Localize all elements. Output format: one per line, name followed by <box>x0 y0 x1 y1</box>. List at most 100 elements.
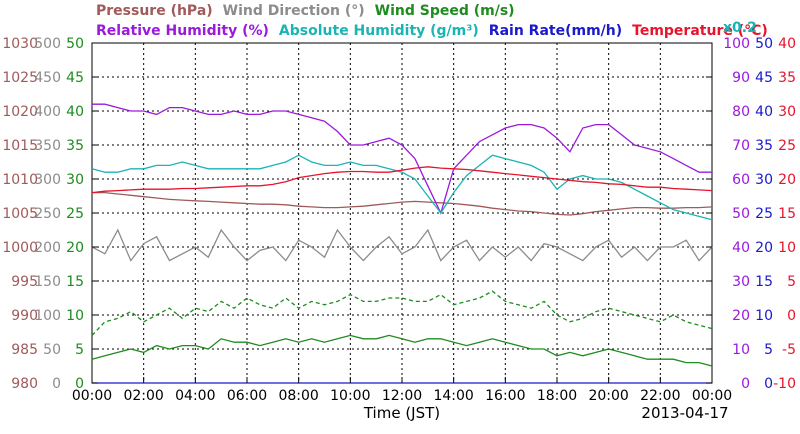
legend-item-row2-2: Rain Rate(mm/h) <box>489 23 622 39</box>
x-tick-label: 00:00 <box>72 388 112 404</box>
series-line-3 <box>91 334 713 367</box>
y-tick-wind_speed: 30 <box>66 172 84 188</box>
y-tick-temperature: 30 <box>778 104 796 120</box>
y-tick-wind_speed: 25 <box>66 206 84 222</box>
y-tick-rain_rate: 30 <box>755 172 773 188</box>
y-tick-relative_humidity: 60 <box>732 172 750 188</box>
y-tick-pressure: 1010 <box>2 172 38 188</box>
y-tick-temperature: 20 <box>778 172 796 188</box>
y-tick-temperature: 15 <box>778 206 796 222</box>
y-tick-wind_direction: 500 <box>34 36 61 52</box>
y-tick-rain_rate: 35 <box>755 138 773 154</box>
y-tick-relative_humidity: 70 <box>732 138 750 154</box>
y-tick-relative_humidity: 10 <box>732 342 750 358</box>
grid <box>92 43 712 383</box>
y-tick-wind_direction: 450 <box>34 70 61 86</box>
series-line-5 <box>91 154 713 221</box>
y-tick-wind_direction: 250 <box>34 206 61 222</box>
legend-row-1: Pressure (hPa) Wind Direction (°) Wind Spe… <box>96 3 515 19</box>
y-tick-relative_humidity: 100 <box>723 36 750 52</box>
x-tick-label: 02:00 <box>123 388 163 404</box>
legend-item-row1-1: Wind Direction (°) <box>223 3 365 19</box>
legend: Pressure (hPa) Wind Direction (°) Wind Spe… <box>96 3 768 39</box>
x-tick-label: 06:00 <box>227 388 267 404</box>
y-tick-wind_direction: 350 <box>34 138 61 154</box>
x-tick-label: 12:00 <box>382 388 422 404</box>
y-tick-wind_speed: 50 <box>66 36 84 52</box>
y-tick-wind_speed: 45 <box>66 70 84 86</box>
y-tick-relative_humidity: 0 <box>741 376 750 392</box>
x-tick-label: 10:00 <box>330 388 370 404</box>
x-tick-label: 04:00 <box>175 388 215 404</box>
y-tick-temperature: 35 <box>778 70 796 86</box>
y-tick-temperature: -10 <box>773 376 796 392</box>
y-tick-wind_speed: 0 <box>75 376 84 392</box>
x-tick-label: 00:00 <box>692 388 732 404</box>
y-tick-pressure: 1025 <box>2 70 38 86</box>
y-tick-relative_humidity: 80 <box>732 104 750 120</box>
y-tick-temperature: 5 <box>787 274 796 290</box>
y-tick-pressure: 990 <box>11 308 38 324</box>
y-tick-rain_rate: 50 <box>755 36 773 52</box>
legend-item-row1-0: Pressure (hPa) <box>96 3 213 19</box>
y-tick-temperature: 0 <box>787 308 796 324</box>
legend-item-row1-2: Wind Speed (m/s) <box>375 3 515 19</box>
y-tick-rain_rate: 5 <box>764 342 773 358</box>
series-line-0 <box>92 191 713 216</box>
y-tick-pressure: 1005 <box>2 206 38 222</box>
legend-row-2: Relative Humidity (%) Absolute Humidity (… <box>96 23 768 39</box>
x-axis: 00:00 02:00 04:00 06:00 08:00 10:00 12:00 14:00… <box>72 377 732 404</box>
y-tick-pressure: 980 <box>11 376 38 392</box>
y-tick-pressure: 1015 <box>2 138 38 154</box>
y-tick-rain_rate: 10 <box>755 308 773 324</box>
y-tick-wind_speed: 10 <box>66 308 84 324</box>
y-tick-pressure: 1000 <box>2 240 38 256</box>
y-tick-wind_direction: 150 <box>34 274 61 290</box>
y-tick-rain_rate: 25 <box>755 206 773 222</box>
y-tick-wind_speed: 5 <box>75 342 84 358</box>
y-tick-rain_rate: 45 <box>755 70 773 86</box>
y-tick-relative_humidity: 50 <box>732 206 750 222</box>
y-tick-wind_speed: 35 <box>66 138 84 154</box>
y-tick-wind_direction: 100 <box>34 308 61 324</box>
y-tick-wind_direction: 300 <box>34 172 61 188</box>
y-tick-pressure: 1020 <box>2 104 38 120</box>
right-axes: 1009080706050403020100504540353025201510… <box>706 36 796 392</box>
y-tick-relative_humidity: 90 <box>732 70 750 86</box>
y-tick-relative_humidity: 40 <box>732 240 750 256</box>
x-axis-label: Time (JST) <box>363 404 440 422</box>
y-tick-pressure: 995 <box>11 274 38 290</box>
series-line-1 <box>91 228 713 262</box>
y-tick-wind_speed: 15 <box>66 274 84 290</box>
y-tick-rain_rate: 0 <box>764 376 773 392</box>
y-tick-relative_humidity: 30 <box>732 274 750 290</box>
series-line-7 <box>91 166 713 194</box>
y-tick-temperature: -5 <box>782 342 796 358</box>
series-line-4 <box>92 103 712 215</box>
left-axes: 1030102510201015101010051000995990985980… <box>2 36 98 392</box>
y-tick-wind_direction: 400 <box>34 104 61 120</box>
y-tick-temperature: 10 <box>778 240 796 256</box>
y-tick-rain_rate: 40 <box>755 104 773 120</box>
legend-item-row2-0: Relative Humidity (%) <box>96 23 269 39</box>
y-tick-rain_rate: 15 <box>755 274 773 290</box>
y-tick-wind_speed: 40 <box>66 104 84 120</box>
scale-note: x0.2 <box>723 20 757 36</box>
y-tick-temperature: 25 <box>778 138 796 154</box>
y-tick-relative_humidity: 20 <box>732 308 750 324</box>
y-tick-wind_direction: 50 <box>43 342 61 358</box>
x-tick-label: 18:00 <box>537 388 577 404</box>
y-tick-pressure: 985 <box>11 342 38 358</box>
y-tick-wind_speed: 20 <box>66 240 84 256</box>
legend-item-row2-3: Temperature (°C) <box>632 23 768 39</box>
x-tick-label: 08:00 <box>278 388 318 404</box>
legend-item-row2-1: Absolute Humidity (g/m³) <box>279 23 479 39</box>
chart-date: 2013-04-17 <box>641 404 728 422</box>
y-tick-rain_rate: 20 <box>755 240 773 256</box>
x-tick-label: 20:00 <box>588 388 628 404</box>
x-tick-label: 16:00 <box>485 388 525 404</box>
y-tick-wind_direction: 0 <box>52 376 61 392</box>
